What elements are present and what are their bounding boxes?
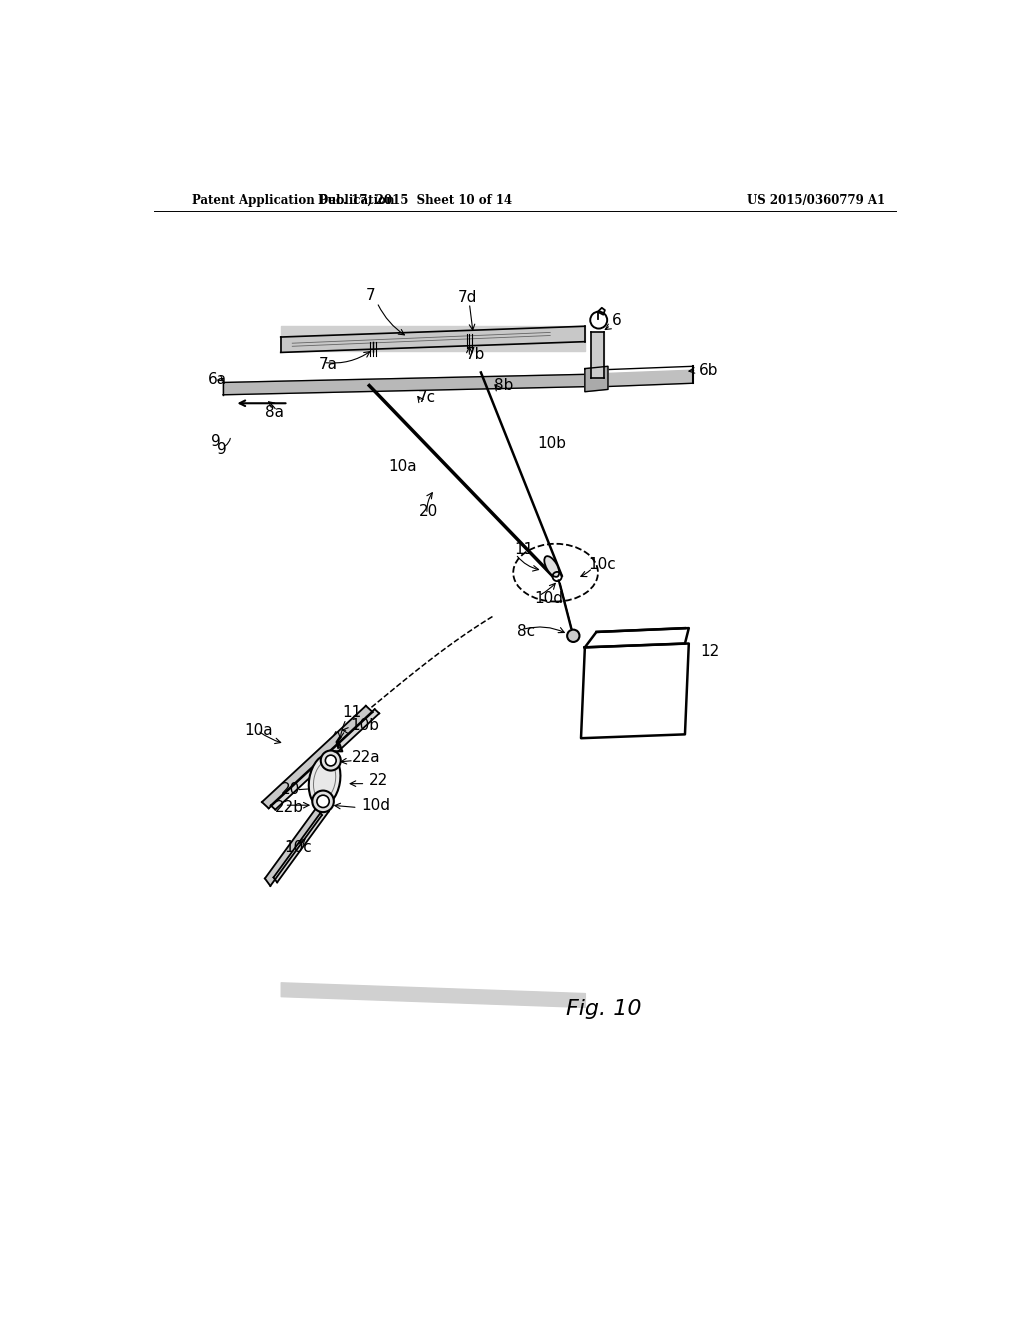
Circle shape xyxy=(316,795,330,808)
Text: 9: 9 xyxy=(211,434,221,449)
Text: 6b: 6b xyxy=(698,363,718,378)
Text: 6a: 6a xyxy=(208,372,226,387)
Polygon shape xyxy=(265,808,322,886)
Text: 11: 11 xyxy=(342,705,361,721)
Text: 12: 12 xyxy=(700,644,720,659)
Text: 7b: 7b xyxy=(466,347,485,362)
Text: 10a: 10a xyxy=(245,723,273,738)
Text: 10b: 10b xyxy=(538,436,566,451)
Circle shape xyxy=(567,630,580,642)
Polygon shape xyxy=(591,331,604,378)
Ellipse shape xyxy=(545,556,559,577)
Text: 7d: 7d xyxy=(458,289,477,305)
Text: 7c: 7c xyxy=(418,389,436,405)
Text: 11: 11 xyxy=(514,543,534,557)
Polygon shape xyxy=(273,807,329,882)
Polygon shape xyxy=(262,706,373,808)
Text: 20: 20 xyxy=(419,503,438,519)
Text: 10c: 10c xyxy=(285,840,312,855)
Polygon shape xyxy=(593,370,692,387)
Text: 8b: 8b xyxy=(494,378,513,393)
Text: US 2015/0360779 A1: US 2015/0360779 A1 xyxy=(746,194,885,207)
Text: 7a: 7a xyxy=(319,358,338,372)
Text: 10c: 10c xyxy=(589,557,616,573)
Ellipse shape xyxy=(309,755,340,807)
Text: 10d: 10d xyxy=(361,797,390,813)
Circle shape xyxy=(321,751,341,771)
Text: 6: 6 xyxy=(611,313,622,327)
Text: 22a: 22a xyxy=(352,750,381,766)
Polygon shape xyxy=(281,326,585,352)
Text: 20: 20 xyxy=(281,783,300,797)
Text: 7: 7 xyxy=(366,288,375,304)
Text: 8a: 8a xyxy=(265,405,285,420)
Text: 8c: 8c xyxy=(517,624,536,639)
Circle shape xyxy=(312,791,334,812)
Text: Dec. 17, 2015  Sheet 10 of 14: Dec. 17, 2015 Sheet 10 of 14 xyxy=(318,194,513,207)
Text: 9: 9 xyxy=(217,442,226,457)
Text: 22b: 22b xyxy=(275,800,304,814)
Text: 10a: 10a xyxy=(388,459,417,474)
Polygon shape xyxy=(223,374,600,395)
Text: 22: 22 xyxy=(370,774,388,788)
Text: Patent Application Publication: Patent Application Publication xyxy=(193,194,394,207)
Text: 10d: 10d xyxy=(535,591,563,606)
Text: Fig. 10: Fig. 10 xyxy=(566,999,642,1019)
Circle shape xyxy=(326,755,336,766)
Text: 10b: 10b xyxy=(350,718,379,734)
Polygon shape xyxy=(585,367,608,392)
Polygon shape xyxy=(270,709,379,809)
